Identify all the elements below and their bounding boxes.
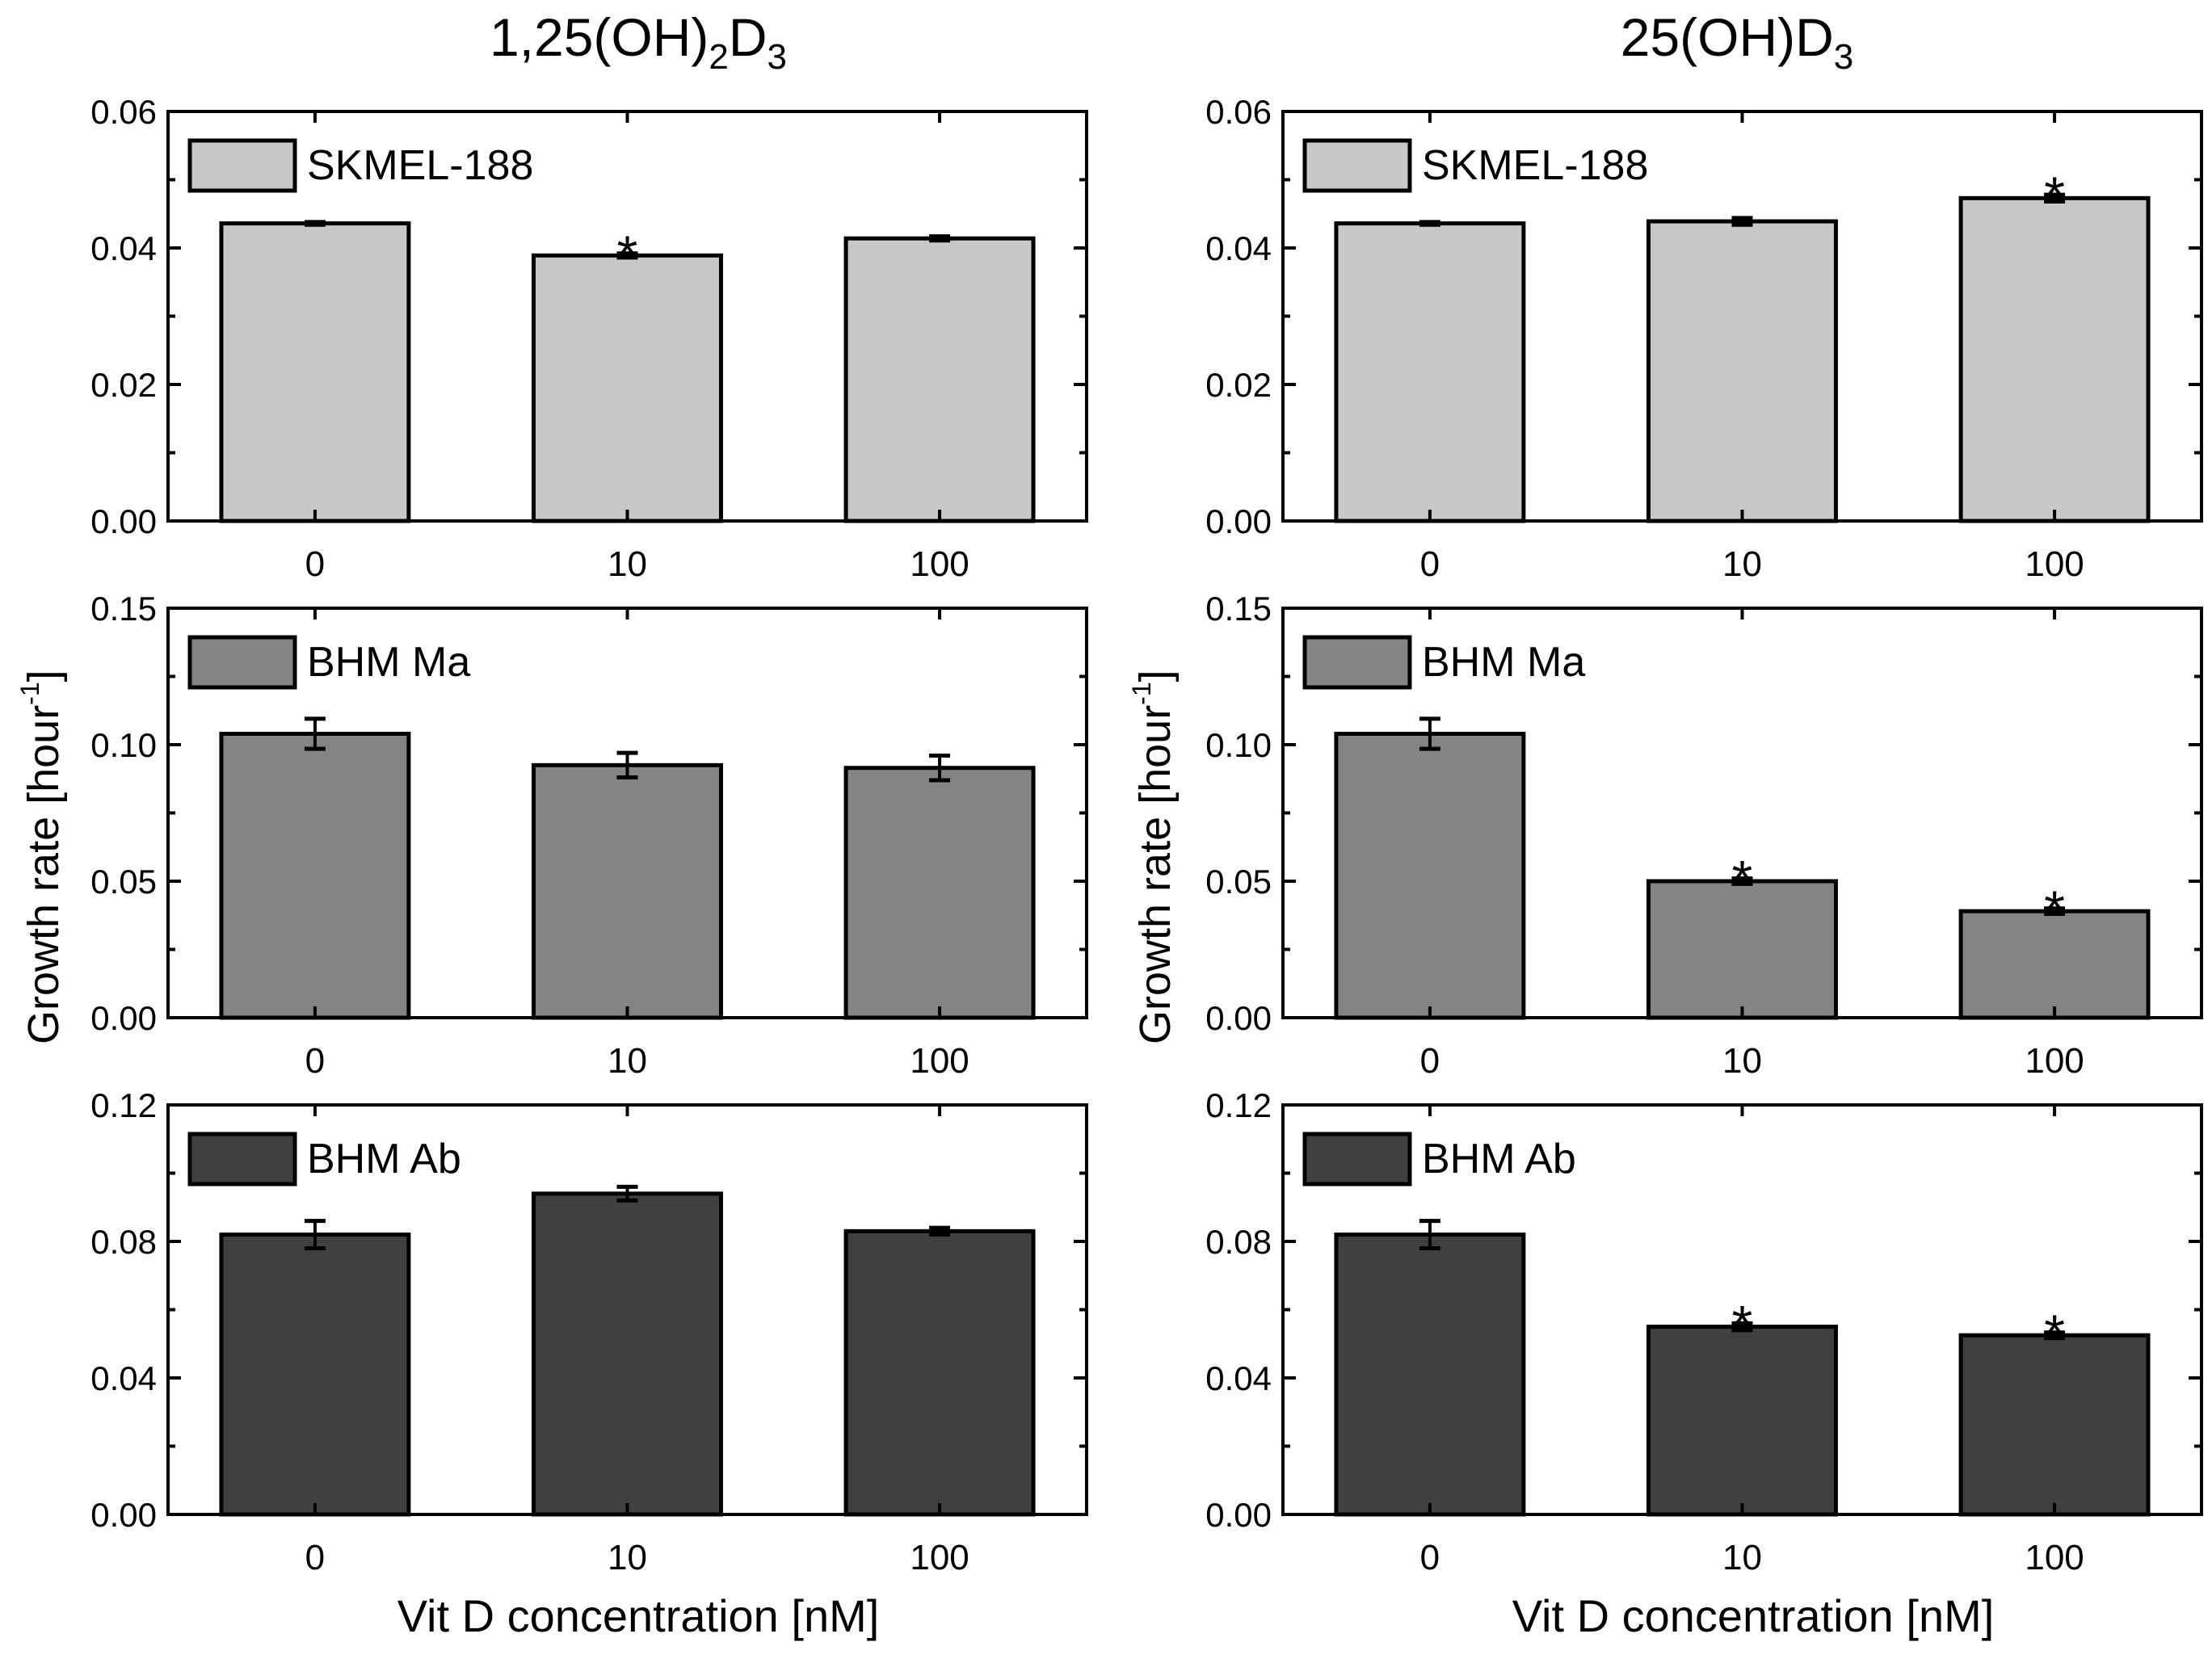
bhm-ab-right-y-tick-label-2: 0.08	[1205, 1223, 1272, 1261]
bhm-ma-left-x-tick-label-0: 0	[305, 1041, 325, 1081]
left-column-title: 1,25(OH)2D3	[489, 7, 788, 77]
skmel-left-significance-star-10: *	[617, 225, 638, 284]
skmel-right-legend-swatch	[1302, 138, 1412, 193]
bhm-ma-right-bar-0	[1334, 731, 1526, 1020]
bhm-ab-left-y-tick-label-0: 0.00	[90, 1496, 157, 1534]
right-x-axis-label: Vit D concentration [nM]	[1512, 1590, 1995, 1641]
skmel-right-x-tick-label-10: 10	[1722, 544, 1762, 584]
skmel-right-x-tick-label-100: 100	[2025, 544, 2084, 584]
right-column-title: 25(OH)D3	[1620, 7, 1854, 77]
skmel-right-y-tick-label-3: 0.06	[1205, 93, 1272, 131]
skmel-left-x-tick-label-0: 0	[305, 544, 325, 584]
bhm-ab-left-y-tick-label-1: 0.04	[90, 1359, 157, 1397]
bhm-ma-right-bar-100	[1958, 909, 2151, 1020]
skmel-right-bar-100	[1958, 195, 2151, 523]
skmel-right-y-tick-label-1: 0.02	[1205, 366, 1272, 404]
skmel-right-x-tick-label-0: 0	[1420, 544, 1440, 584]
bhm-ma-right-y-tick-label-2: 0.10	[1205, 726, 1272, 764]
bhm-ab-right-y-tick-label-3: 0.12	[1205, 1086, 1272, 1124]
bhm-ab-left-y-tick-label-3: 0.12	[90, 1086, 157, 1124]
bhm-ma-left-legend-swatch	[187, 635, 297, 690]
bhm-ma-left-legend-label: BHM Ma	[307, 639, 470, 686]
bhm-ab-left-legend-label: BHM Ab	[307, 1136, 461, 1182]
bhm-ma-right-y-tick-label-3: 0.15	[1205, 590, 1272, 628]
bhm-ab-right-y-tick-label-1: 0.04	[1205, 1359, 1272, 1397]
skmel-right-significance-star-100: *	[2044, 166, 2065, 225]
left-x-axis-label: Vit D concentration [nM]	[397, 1590, 880, 1641]
bhm-ab-right-legend-swatch	[1302, 1132, 1412, 1186]
skmel-left-legend-swatch	[187, 138, 297, 193]
skmel-left-legend-label: SKMEL-188	[307, 142, 533, 189]
bhm-ab-left-bar-100	[843, 1228, 1036, 1517]
bhm-ma-right-x-tick-label-0: 0	[1420, 1041, 1440, 1081]
bhm-ma-left-bar-10	[532, 762, 723, 1020]
skmel-right-y-tick-label-2: 0.04	[1205, 229, 1272, 267]
skmel-right-bar-0	[1334, 221, 1526, 523]
bhm-ab-right-x-tick-label-10: 10	[1722, 1538, 1762, 1577]
bhm-ab-left-bar-10	[532, 1191, 723, 1517]
bhm-ab-left-x-tick-label-0: 0	[305, 1538, 325, 1577]
bhm-ab-right-y-tick-label-0: 0.00	[1205, 1496, 1272, 1534]
skmel-right-legend-label: SKMEL-188	[1422, 142, 1648, 189]
bhm-ma-right-bar-10	[1646, 879, 1838, 1020]
skmel-left-bar-100	[843, 236, 1036, 523]
bhm-ab-right-significance-star-100: *	[2044, 1304, 2065, 1363]
bhm-ma-right-significance-star-100: *	[2044, 880, 2065, 939]
bhm-ab-right-x-tick-label-100: 100	[2025, 1538, 2084, 1577]
bhm-ab-right-legend-label: BHM Ab	[1422, 1136, 1576, 1182]
bhm-ma-right-legend-swatch	[1302, 635, 1412, 690]
skmel-left-x-tick-label-100: 100	[910, 544, 969, 584]
bhm-ma-left-y-tick-label-1: 0.05	[90, 863, 157, 901]
bhm-ab-right-bar-100	[1958, 1333, 2151, 1517]
skmel-left-y-tick-label-3: 0.06	[90, 93, 157, 131]
bhm-ma-left-y-tick-label-3: 0.15	[90, 590, 157, 628]
bhm-ma-left-y-tick-label-2: 0.10	[90, 726, 157, 764]
bhm-ma-right-y-tick-label-0: 0.00	[1205, 999, 1272, 1037]
bhm-ab-right-x-tick-label-0: 0	[1420, 1538, 1440, 1577]
skmel-left-x-tick-label-10: 10	[608, 544, 647, 584]
bhm-ab-right-bar-10	[1646, 1325, 1838, 1517]
skmel-left-bar-0	[219, 221, 411, 523]
bhm-ab-left-legend-swatch	[187, 1132, 297, 1186]
bhm-ma-right-x-tick-label-100: 100	[2025, 1041, 2084, 1081]
bhm-ab-left-x-tick-label-100: 100	[910, 1538, 969, 1577]
bhm-ab-left-y-tick-label-2: 0.08	[90, 1223, 157, 1261]
bhm-ma-right-legend-label: BHM Ma	[1422, 639, 1585, 686]
bhm-ma-left-x-tick-label-100: 100	[910, 1041, 969, 1081]
bhm-ma-right-significance-star-10: *	[1732, 850, 1753, 909]
skmel-left-bar-10	[532, 253, 723, 523]
skmel-left-y-tick-label-1: 0.02	[90, 366, 157, 404]
bhm-ma-left-x-tick-label-10: 10	[608, 1041, 647, 1081]
bhm-ma-right-x-tick-label-10: 10	[1722, 1041, 1762, 1081]
bhm-ma-left-bar-100	[843, 766, 1036, 1020]
skmel-right-bar-10	[1646, 219, 1838, 523]
skmel-right-y-tick-label-0: 0.00	[1205, 502, 1272, 540]
bhm-ma-left-y-tick-label-0: 0.00	[90, 999, 157, 1037]
bhm-ab-left-bar-0	[219, 1233, 411, 1517]
bhm-ab-right-bar-0	[1334, 1233, 1526, 1517]
bhm-ma-left-bar-0	[219, 731, 411, 1020]
skmel-left-y-tick-label-0: 0.00	[90, 502, 157, 540]
bhm-ab-right-significance-star-10: *	[1732, 1294, 1753, 1354]
bhm-ab-left-x-tick-label-10: 10	[608, 1538, 647, 1577]
bhm-ma-right-y-tick-label-1: 0.05	[1205, 863, 1272, 901]
skmel-left-y-tick-label-2: 0.04	[90, 229, 157, 267]
